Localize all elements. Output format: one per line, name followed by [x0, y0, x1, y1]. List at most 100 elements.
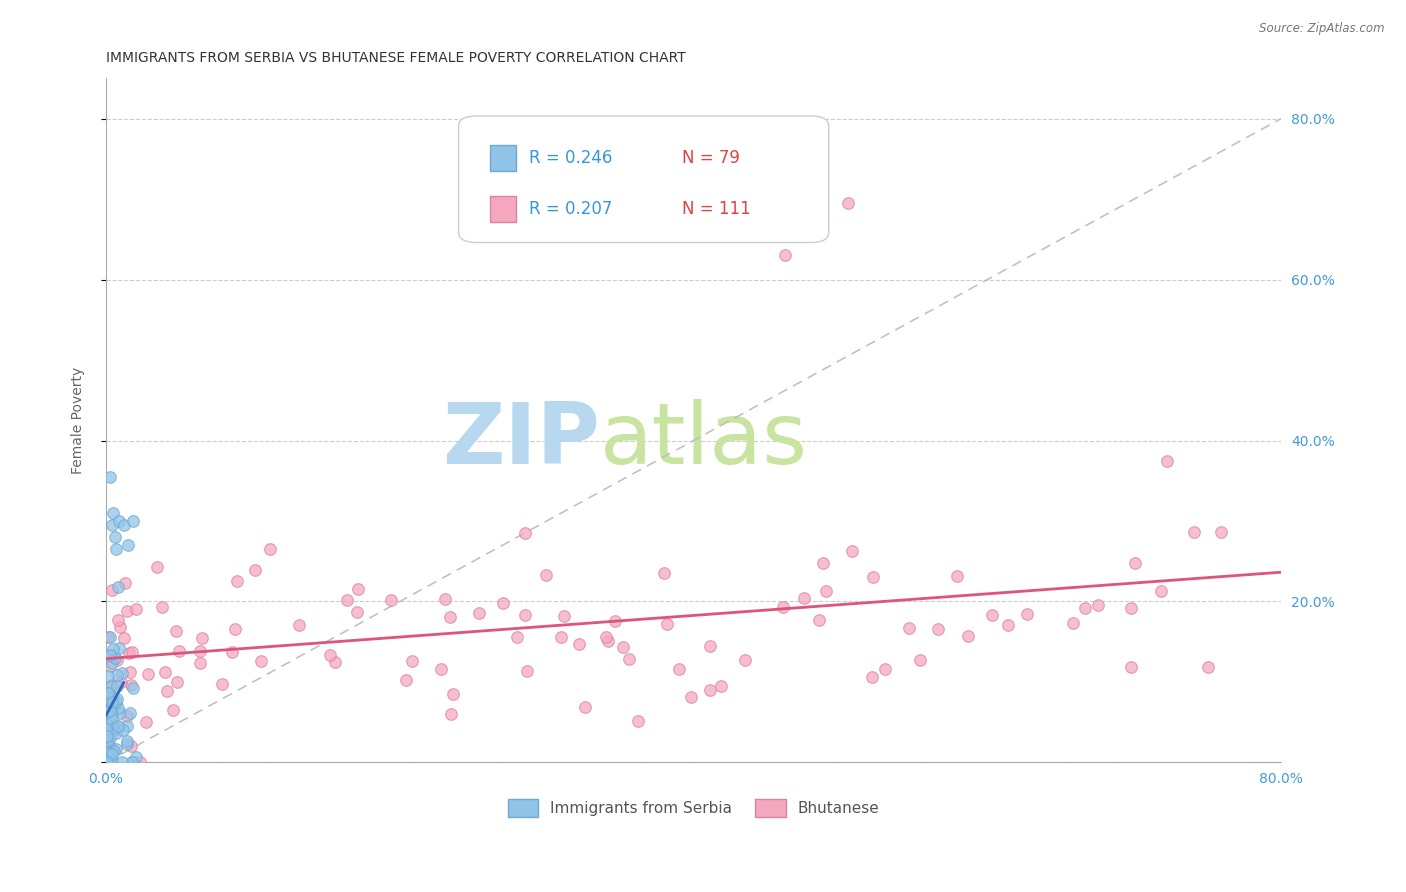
Point	[100, 679, 122, 693]
Point	[120, 739, 142, 754]
Point	[98, 687, 121, 701]
Point	[103, 723, 125, 737]
Point	[1063, 615, 1085, 630]
Point	[336, 592, 359, 607]
Point	[1121, 660, 1143, 674]
Point	[105, 719, 128, 733]
Point	[115, 719, 138, 733]
Point	[100, 747, 122, 761]
Y-axis label: Female Poverty: Female Poverty	[72, 367, 86, 474]
Point	[536, 567, 558, 582]
Point	[734, 652, 756, 666]
Point	[105, 679, 128, 693]
Point	[156, 684, 179, 698]
Point	[259, 542, 281, 557]
Point	[430, 662, 453, 676]
Point	[1119, 601, 1142, 615]
Point	[191, 631, 214, 645]
Point	[104, 694, 127, 708]
Point	[136, 666, 159, 681]
Point	[1150, 583, 1173, 598]
Point	[150, 600, 173, 615]
Point	[97, 649, 120, 664]
Point	[98, 648, 121, 662]
Point	[98, 755, 121, 769]
Point	[166, 675, 188, 690]
Point	[612, 640, 634, 655]
Text: R = 0.246: R = 0.246	[529, 149, 613, 167]
Point	[574, 700, 596, 714]
Point	[107, 581, 129, 595]
Point	[118, 706, 141, 720]
Point	[97, 735, 120, 749]
Point	[114, 575, 136, 590]
Point	[815, 583, 838, 598]
Point	[841, 544, 863, 558]
Point	[325, 655, 347, 669]
Point	[946, 569, 969, 583]
Point	[513, 526, 536, 541]
Point	[515, 607, 537, 622]
Point	[122, 681, 145, 695]
Point	[595, 630, 617, 644]
Point	[96, 705, 118, 719]
Point	[319, 648, 342, 663]
Point	[129, 755, 152, 769]
Point	[96, 755, 118, 769]
Point	[100, 701, 122, 715]
Point	[101, 712, 124, 726]
Point	[100, 755, 122, 769]
Point	[100, 748, 122, 763]
Point	[440, 706, 463, 721]
Point	[111, 723, 134, 737]
Bar	[491, 145, 516, 171]
Point	[105, 542, 128, 557]
Point	[117, 646, 139, 660]
Point	[110, 620, 132, 634]
Point	[103, 506, 125, 520]
Point	[627, 714, 650, 728]
Point	[115, 709, 138, 723]
Point	[97, 726, 120, 740]
Point	[1156, 453, 1178, 467]
Point	[124, 750, 146, 764]
Point	[100, 753, 122, 767]
Point	[492, 597, 515, 611]
Point	[862, 569, 884, 583]
Text: N = 111: N = 111	[682, 200, 751, 218]
Point	[1087, 599, 1109, 613]
Point	[380, 592, 402, 607]
Point	[97, 739, 120, 754]
Point	[997, 618, 1019, 632]
Point	[100, 469, 122, 483]
Point	[97, 718, 120, 732]
Point	[1015, 607, 1038, 622]
Text: N = 79: N = 79	[682, 149, 740, 167]
Point	[167, 644, 190, 658]
Point	[100, 755, 122, 769]
Point	[619, 652, 641, 666]
Point	[101, 744, 124, 758]
Point	[957, 629, 980, 643]
Point	[97, 668, 120, 682]
Point	[96, 755, 118, 769]
Point	[104, 651, 127, 665]
Point	[110, 706, 132, 721]
Point	[1073, 601, 1095, 615]
Point	[120, 678, 142, 692]
Point	[603, 614, 626, 628]
Point	[101, 747, 124, 762]
Point	[401, 654, 423, 668]
Point	[96, 730, 118, 744]
Point	[96, 733, 118, 747]
Point	[101, 657, 124, 671]
Point	[188, 644, 211, 658]
Point	[434, 591, 457, 606]
Point	[860, 670, 883, 684]
Point	[105, 692, 128, 706]
Point	[898, 621, 921, 635]
Point	[108, 640, 131, 655]
Point	[121, 514, 143, 528]
Point	[165, 624, 187, 638]
Point	[112, 518, 135, 533]
